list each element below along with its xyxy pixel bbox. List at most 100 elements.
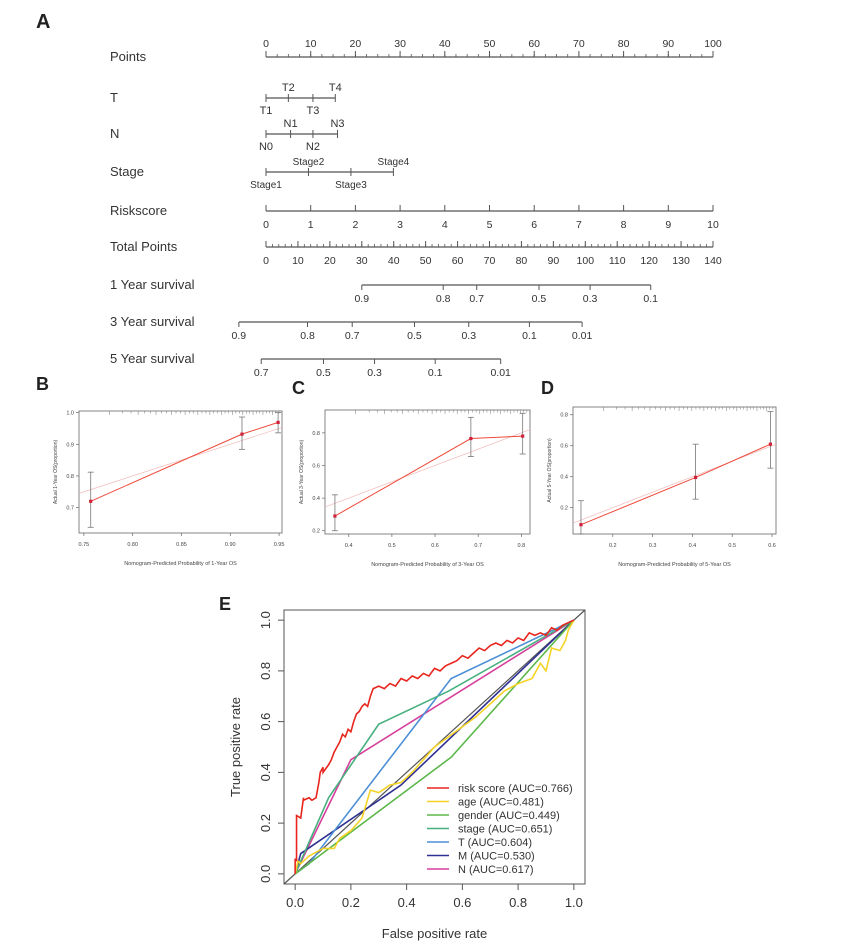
- legend: risk score (AUC=0.766) age (AUC=0.481)gen…: [427, 783, 573, 876]
- tick-label: 8: [621, 219, 627, 231]
- x-tick-label: 0.6: [768, 543, 776, 549]
- x-tick-label: 0.2: [609, 543, 617, 549]
- x-tick-label: 0.4: [689, 543, 697, 549]
- tick-label: 0.9: [354, 293, 369, 305]
- x-tick-label: 0.2: [342, 895, 360, 910]
- calibration-curve: [90, 421, 279, 502]
- category-label: N0: [259, 141, 273, 153]
- y-tick-label: 0.9: [66, 442, 74, 448]
- row-label: 3 Year survival: [110, 314, 195, 329]
- tick-label: 60: [452, 255, 464, 267]
- legend-label: T (AUC=0.604): [458, 837, 532, 849]
- legend-item: age (AUC=0.481): [427, 797, 544, 809]
- panel-label-e: E: [219, 594, 231, 614]
- tick-label: 2: [352, 219, 358, 231]
- row-label: 1 Year survival: [110, 277, 195, 292]
- tick-label: 60: [528, 38, 540, 50]
- tick-label: 0.8: [436, 293, 451, 305]
- nomogram-row-3-year-survival: 3 Year survival 0.9 0.8 0.7 0.5 0.3 0.1 0.01: [110, 314, 592, 342]
- tick-label: 0.8: [300, 330, 315, 342]
- tick-label: 0.7: [254, 367, 269, 379]
- calibration-panel-b: 0.75 0.80 0.85 0.90 0.95 0.7 0.8 0.9 1.0 Nomogram…: [53, 411, 284, 567]
- x-tick-label: 0.6: [431, 543, 439, 549]
- y-tick-label: 0.2: [312, 529, 320, 535]
- x-tick-label: 0.85: [176, 542, 187, 548]
- tick-label: 50: [420, 255, 432, 267]
- x-tick-label: 0.3: [649, 543, 657, 549]
- category-label: Stage1: [250, 180, 282, 191]
- nomogram-row-5-year-survival: 5 Year survival 0.7 0.5 0.3 0.1 0.01: [110, 351, 511, 379]
- category-label: T2: [282, 82, 295, 94]
- row-label: Riskscore: [110, 203, 167, 218]
- nomogram-row-n: N N0 N1 N2 N3: [110, 118, 345, 153]
- tick-label: 0.3: [461, 330, 476, 342]
- category-label: N3: [330, 118, 344, 130]
- y-tick-label: 0.6: [258, 713, 273, 731]
- tick-label: 10: [707, 219, 719, 231]
- data-point: [240, 432, 244, 436]
- y-tick-label: 0.7: [66, 506, 74, 512]
- y-tick-label: 0.6: [312, 463, 320, 469]
- legend-item: gender (AUC=0.449): [427, 810, 560, 822]
- y-tick-label: 0.8: [312, 431, 320, 437]
- x-tick-label: 0.90: [225, 542, 236, 548]
- tick-label: 0.01: [490, 367, 511, 379]
- y-tick-label: 0.8: [66, 474, 74, 480]
- ideal-reference-line: [572, 443, 777, 524]
- y-tick-label: 0.4: [258, 763, 273, 781]
- tick-label: 130: [672, 255, 690, 267]
- nomogram-row-1-year-survival: 1 Year survival 0.9 0.8 0.7 0.5 0.3 0.1: [110, 277, 658, 305]
- x-axis-title: Nomogram-Predicted Probability of 3-Year…: [371, 562, 484, 568]
- tick-label: 110: [609, 255, 626, 267]
- tick-label: 20: [350, 38, 362, 50]
- nomogram-row-riskscore: Riskscore 0 1 2 3 4 5 6 7 8 9 10: [110, 203, 719, 231]
- data-point: [768, 442, 773, 446]
- y-tick-label: 1.0: [66, 411, 74, 417]
- panel-label-c: C: [292, 378, 305, 398]
- row-label: 5 Year survival: [110, 351, 195, 366]
- row-label: T: [110, 90, 118, 105]
- x-tick-label: 1.0: [565, 895, 583, 910]
- legend-item: N (AUC=0.617): [427, 864, 534, 876]
- x-tick-label: 0.4: [345, 543, 353, 549]
- category-label: Stage4: [378, 157, 410, 168]
- tick-label: 7: [576, 219, 582, 231]
- tick-label: 0.5: [532, 293, 547, 305]
- tick-label: 3: [397, 219, 403, 231]
- legend-item: risk score (AUC=0.766): [427, 783, 573, 795]
- tick-label: 4: [442, 219, 448, 231]
- data-point: [579, 523, 583, 527]
- y-tick-label: 0.2: [258, 814, 273, 832]
- tick-label: 80: [618, 38, 630, 50]
- x-tick-label: 0.7: [474, 543, 482, 549]
- y-axis-title: Actual 5-Year OS(proportion): [547, 438, 553, 503]
- tick-label: 100: [577, 255, 595, 267]
- nomogram-row-t: T T1 T2 T3 T4: [110, 82, 342, 117]
- row-label: Points: [110, 49, 147, 64]
- tick-label: 0.1: [643, 293, 658, 305]
- tick-label: 0.5: [316, 367, 331, 379]
- tick-label: 0.1: [522, 330, 537, 342]
- row-label: N: [110, 126, 119, 141]
- tick-label: 0.1: [428, 367, 443, 379]
- plot-frame: [324, 409, 531, 535]
- tick-label: 90: [662, 38, 674, 50]
- tick-label: 80: [516, 255, 528, 267]
- tick-label: 30: [394, 38, 406, 50]
- y-tick-label: 0.4: [560, 475, 568, 481]
- roc-panel-e: 0.0 0.2 0.4 0.6 0.8 1.0 0.0 0.2 0.4 0.6 0.8 1.0 Fals…: [228, 609, 586, 941]
- plot-frame: [78, 410, 283, 534]
- tick-label: 50: [484, 38, 496, 50]
- data-point: [469, 436, 473, 441]
- row-label: Stage: [110, 164, 144, 179]
- y-axis-title: Actual 1-Year OS(proportion): [53, 440, 59, 505]
- x-tick-label: 0.80: [127, 542, 138, 548]
- tick-label: 0.7: [345, 330, 360, 342]
- nomogram-row-points: Points 0 10 20 30 40 50 60 70 80 90 100: [110, 38, 722, 64]
- nomogram-row-total-points: Total Points 0 10 20 30 40 50 60 70 80 90 100 110 120…: [110, 239, 722, 267]
- legend-label: gender (AUC=0.449): [458, 810, 560, 822]
- tick-label: 0.5: [407, 330, 422, 342]
- data-point: [276, 420, 280, 425]
- data-point: [521, 434, 525, 438]
- tick-label: 70: [573, 38, 585, 50]
